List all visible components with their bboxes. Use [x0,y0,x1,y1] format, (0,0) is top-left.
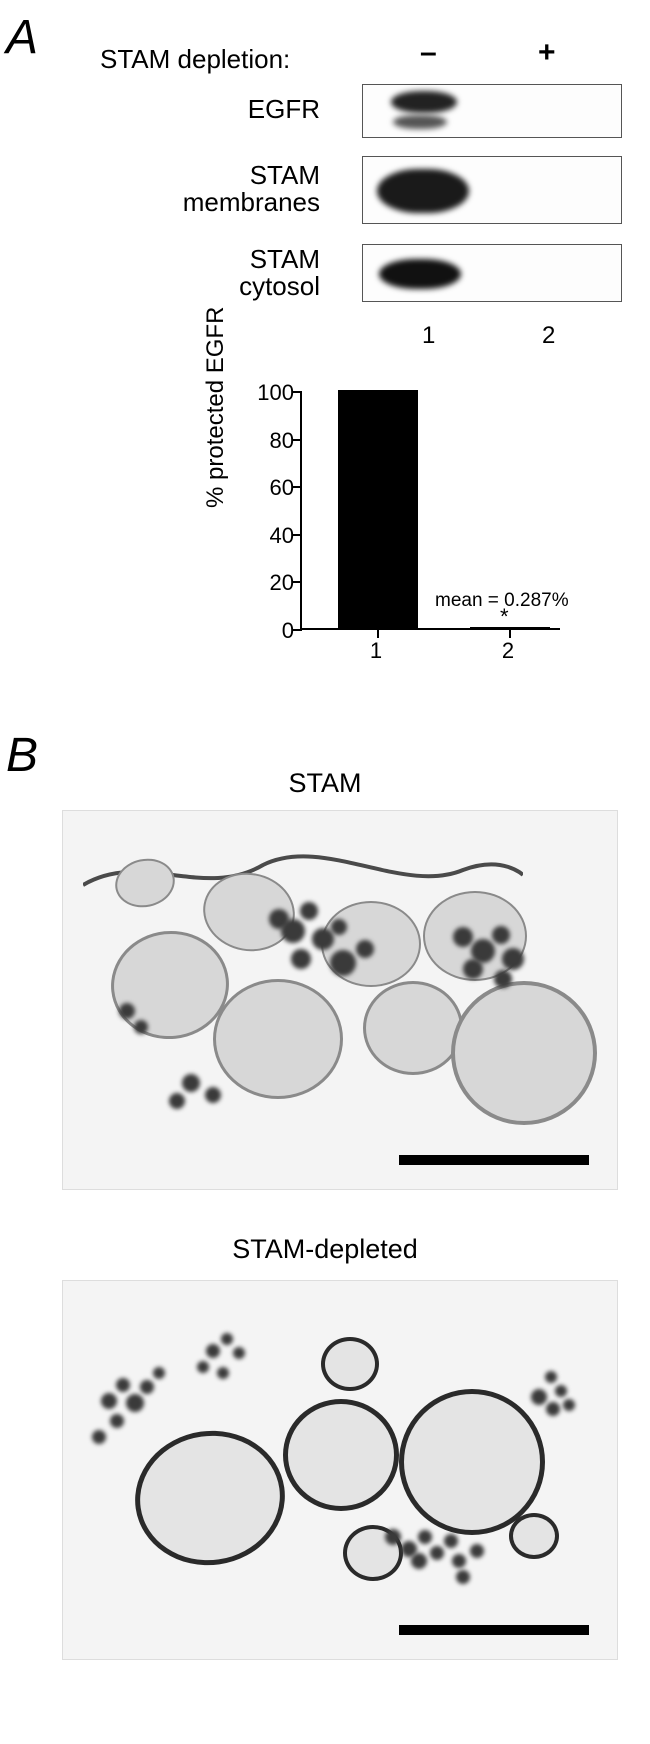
electron-dense-material [221,1333,233,1345]
micrograph-1-title: STAM [0,768,650,799]
scale-bar [399,1625,589,1635]
vesicle [509,1513,559,1559]
lane-number-2: 2 [542,322,555,350]
blot-label: STAMcytosol [239,246,320,301]
chart-xtick [509,628,511,638]
chart-xtick-label: 2 [502,638,514,664]
electron-dense-material [502,948,524,970]
electron-dense-material [92,1430,106,1444]
chart-xtick-label: 1 [370,638,382,664]
vesicle [399,1389,545,1535]
protected-egfr-bar-chart: % protected EGFR mean = 0.287% * 0204060… [210,382,590,670]
band [377,169,469,213]
chart-bar [338,390,418,628]
chart-significance-star: * [500,604,509,630]
lane-minus-symbol: – [420,36,437,70]
lane-plus-symbol: + [538,36,556,70]
electron-dense-material [110,1414,124,1428]
chart-y-label: % protected EGFR [202,307,230,508]
electron-dense-material [233,1347,245,1359]
vesicle [363,981,463,1075]
micrograph-stam [62,810,618,1190]
chart-ytick-label: 80 [254,428,294,454]
electron-dense-material [140,1380,154,1394]
chart-ytick-label: 0 [254,618,294,644]
electron-dense-material [169,1093,185,1109]
electron-dense-material [153,1367,165,1379]
blot-row: STAMcytosol [62,244,622,302]
electron-dense-material [418,1530,432,1544]
electron-dense-material [430,1546,444,1560]
vesicle [321,1337,379,1391]
electron-dense-material [356,940,374,958]
blot-row: STAMmembranes [62,156,622,224]
stam-depletion-label: STAM depletion: [100,44,290,75]
micrograph-stam-depleted [62,1280,618,1660]
electron-dense-material [312,928,334,950]
electron-dense-material [492,926,510,944]
electron-dense-material [453,927,473,947]
electron-dense-material [411,1553,427,1569]
electron-dense-material [182,1074,200,1092]
electron-dense-material [444,1534,458,1548]
micrograph-2-title: STAM-depleted [0,1234,650,1265]
blot-label: STAMmembranes [183,162,320,217]
blot-image [362,156,622,224]
electron-dense-material [300,902,318,920]
electron-dense-material [452,1554,466,1568]
band [379,259,461,289]
electron-dense-material [385,1529,401,1545]
panel-a-label: A [6,10,38,65]
chart-xtick [377,628,379,638]
electron-dense-material [563,1399,575,1411]
electron-dense-material [116,1378,130,1392]
band [393,115,447,129]
chart-ytick-label: 100 [254,380,294,406]
blot-label: EGFR [248,96,320,123]
chart-ytick-label: 60 [254,475,294,501]
electron-dense-material [205,1087,221,1103]
electron-dense-material [470,1544,484,1558]
vesicle [126,1421,293,1575]
electron-dense-material [456,1570,470,1584]
electron-dense-material [126,1394,144,1412]
lane-number-1: 1 [422,322,435,350]
electron-dense-material [134,1020,148,1034]
blot-image [362,244,622,302]
electron-dense-material [291,949,311,969]
vesicle [213,979,343,1099]
scale-bar [399,1155,589,1165]
electron-dense-material [494,970,512,988]
electron-dense-material [330,950,356,976]
electron-dense-material [206,1344,220,1358]
electron-dense-material [119,1003,135,1019]
blot-image [362,84,622,138]
electron-dense-material [555,1385,567,1397]
vesicle [283,1399,399,1511]
electron-dense-material [331,919,347,935]
electron-dense-material [546,1402,560,1416]
electron-dense-material [531,1389,547,1405]
chart-ytick-label: 20 [254,570,294,596]
band [391,91,457,113]
electron-dense-material [101,1393,117,1409]
electron-dense-material [463,959,483,979]
vesicle [451,981,597,1125]
blot-row: EGFR [62,84,622,138]
electron-dense-material [197,1361,209,1373]
electron-dense-material [217,1367,229,1379]
chart-ytick-label: 40 [254,523,294,549]
electron-dense-material [281,919,305,943]
electron-dense-material [545,1371,557,1383]
